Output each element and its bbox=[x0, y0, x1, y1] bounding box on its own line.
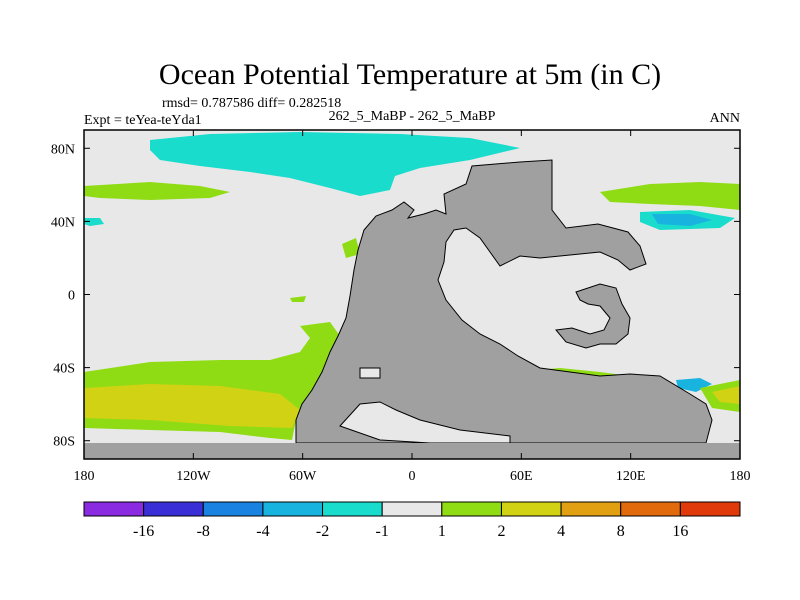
colorbar-swatch bbox=[202, 501, 264, 517]
colorbar-level-label: 1 bbox=[438, 523, 446, 540]
y-tick-label: 40S bbox=[53, 362, 75, 377]
north-pacific-warm-band bbox=[84, 182, 230, 200]
land-supercontinent bbox=[295, 159, 713, 444]
tasman-warm-core bbox=[712, 386, 740, 404]
north-atlantic-west-warm-band bbox=[600, 182, 740, 210]
tropical-warm-spot bbox=[342, 238, 360, 258]
colorbar-level-label: -2 bbox=[316, 523, 329, 540]
x-tick-label: 120E bbox=[616, 469, 646, 484]
eastern-island bbox=[555, 283, 631, 349]
center-label: 262_5_MaBP - 262_5_MaBP bbox=[329, 109, 496, 124]
colorbar-swatch bbox=[381, 501, 443, 517]
colorbar-swatch bbox=[679, 501, 741, 517]
x-tick-label: 180 bbox=[74, 469, 95, 484]
y-tick-label: 40N bbox=[51, 215, 75, 230]
y-tick-label: 0 bbox=[68, 289, 75, 304]
colorbar-swatch bbox=[83, 501, 145, 517]
x-tick-label: 180 bbox=[730, 469, 751, 484]
x-axis: 180 120W 60W 0 60E 120E 180 bbox=[74, 130, 751, 484]
x-tick-label: 60W bbox=[289, 469, 317, 484]
western-edge-cool-spot bbox=[84, 218, 104, 226]
inland-sea-south bbox=[339, 401, 511, 444]
colorbar-swatch bbox=[560, 501, 622, 517]
southern-pacific-warm-core bbox=[84, 384, 300, 428]
colorbar-level-label: 2 bbox=[497, 523, 505, 540]
colorbar-swatch bbox=[620, 501, 681, 517]
colorbar-swatch bbox=[322, 501, 383, 517]
inland-lake bbox=[359, 367, 381, 379]
x-tick-label: 120W bbox=[176, 469, 211, 484]
x-tick-label: 60E bbox=[510, 469, 533, 484]
colorbar-swatch bbox=[143, 501, 204, 517]
x-tick-label: 0 bbox=[409, 469, 416, 484]
colorbar-level-label: -16 bbox=[133, 523, 154, 540]
right-label: ANN bbox=[710, 111, 740, 126]
colorbar-swatch bbox=[262, 501, 324, 517]
colorbar-level-label: 16 bbox=[672, 523, 688, 540]
antarctic-margin bbox=[84, 443, 740, 459]
map-panel bbox=[83, 129, 741, 460]
y-tick-label: 80S bbox=[53, 435, 75, 450]
y-tick-label: 80N bbox=[51, 142, 75, 157]
east-pacific-warm-spot bbox=[290, 296, 306, 302]
colorbar-level-label: -1 bbox=[376, 523, 389, 540]
colorbar: -16 -8 -4 -2 -1 1 2 4 8 16 bbox=[83, 501, 741, 540]
colorbar-level-label: -4 bbox=[256, 523, 269, 540]
colorbar-swatch bbox=[500, 501, 562, 517]
west-pacific-cool-core bbox=[652, 214, 712, 226]
left-label: Expt = teYea-teYda1 bbox=[84, 113, 202, 128]
colorbar-level-label: -8 bbox=[197, 523, 210, 540]
stats-text: rmsd= 0.787586 diff= 0.282518 bbox=[162, 96, 341, 111]
colorbar-swatch bbox=[441, 501, 502, 517]
chart-title: Ocean Potential Temperature at 5m (in C) bbox=[159, 58, 661, 91]
colorbar-level-label: 4 bbox=[557, 523, 565, 540]
arctic-cool-anomaly bbox=[150, 132, 520, 196]
colorbar-level-label: 8 bbox=[617, 523, 625, 540]
y-axis: 80N 40N 0 40S 80S bbox=[51, 142, 740, 450]
